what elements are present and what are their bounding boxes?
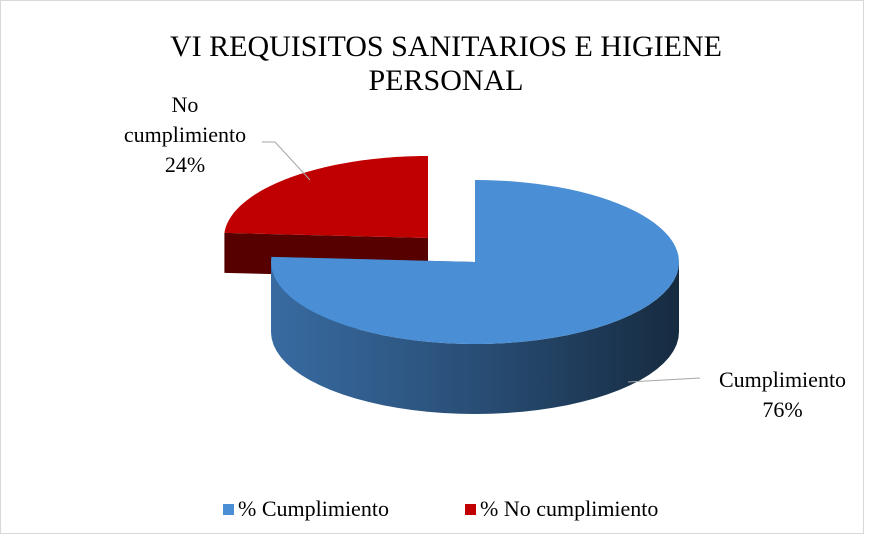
slice	[271, 180, 679, 344]
chart-frame	[0, 0, 864, 534]
data-label-name: No cumplimiento	[123, 92, 247, 147]
leader-line	[627, 377, 701, 383]
data-label-name: Cumplimiento	[718, 367, 847, 392]
legend-label: % Cumplimiento	[238, 496, 389, 521]
legend-label: % No cumplimiento	[480, 496, 659, 521]
data-label-value: 76%	[762, 397, 803, 422]
legend-item: % No cumplimiento	[465, 496, 658, 522]
slice	[224, 156, 428, 238]
leader-line	[262, 141, 311, 181]
legend-swatch	[465, 503, 476, 515]
data-label-value: 24%	[164, 152, 206, 177]
legend-item: % Cumplimiento	[223, 496, 389, 522]
legend-swatch	[223, 503, 234, 515]
chart-title: VI REQUISITOS SANITARIOS E HIGIENE PERSO…	[169, 30, 722, 97]
slice-wall	[271, 262, 679, 414]
